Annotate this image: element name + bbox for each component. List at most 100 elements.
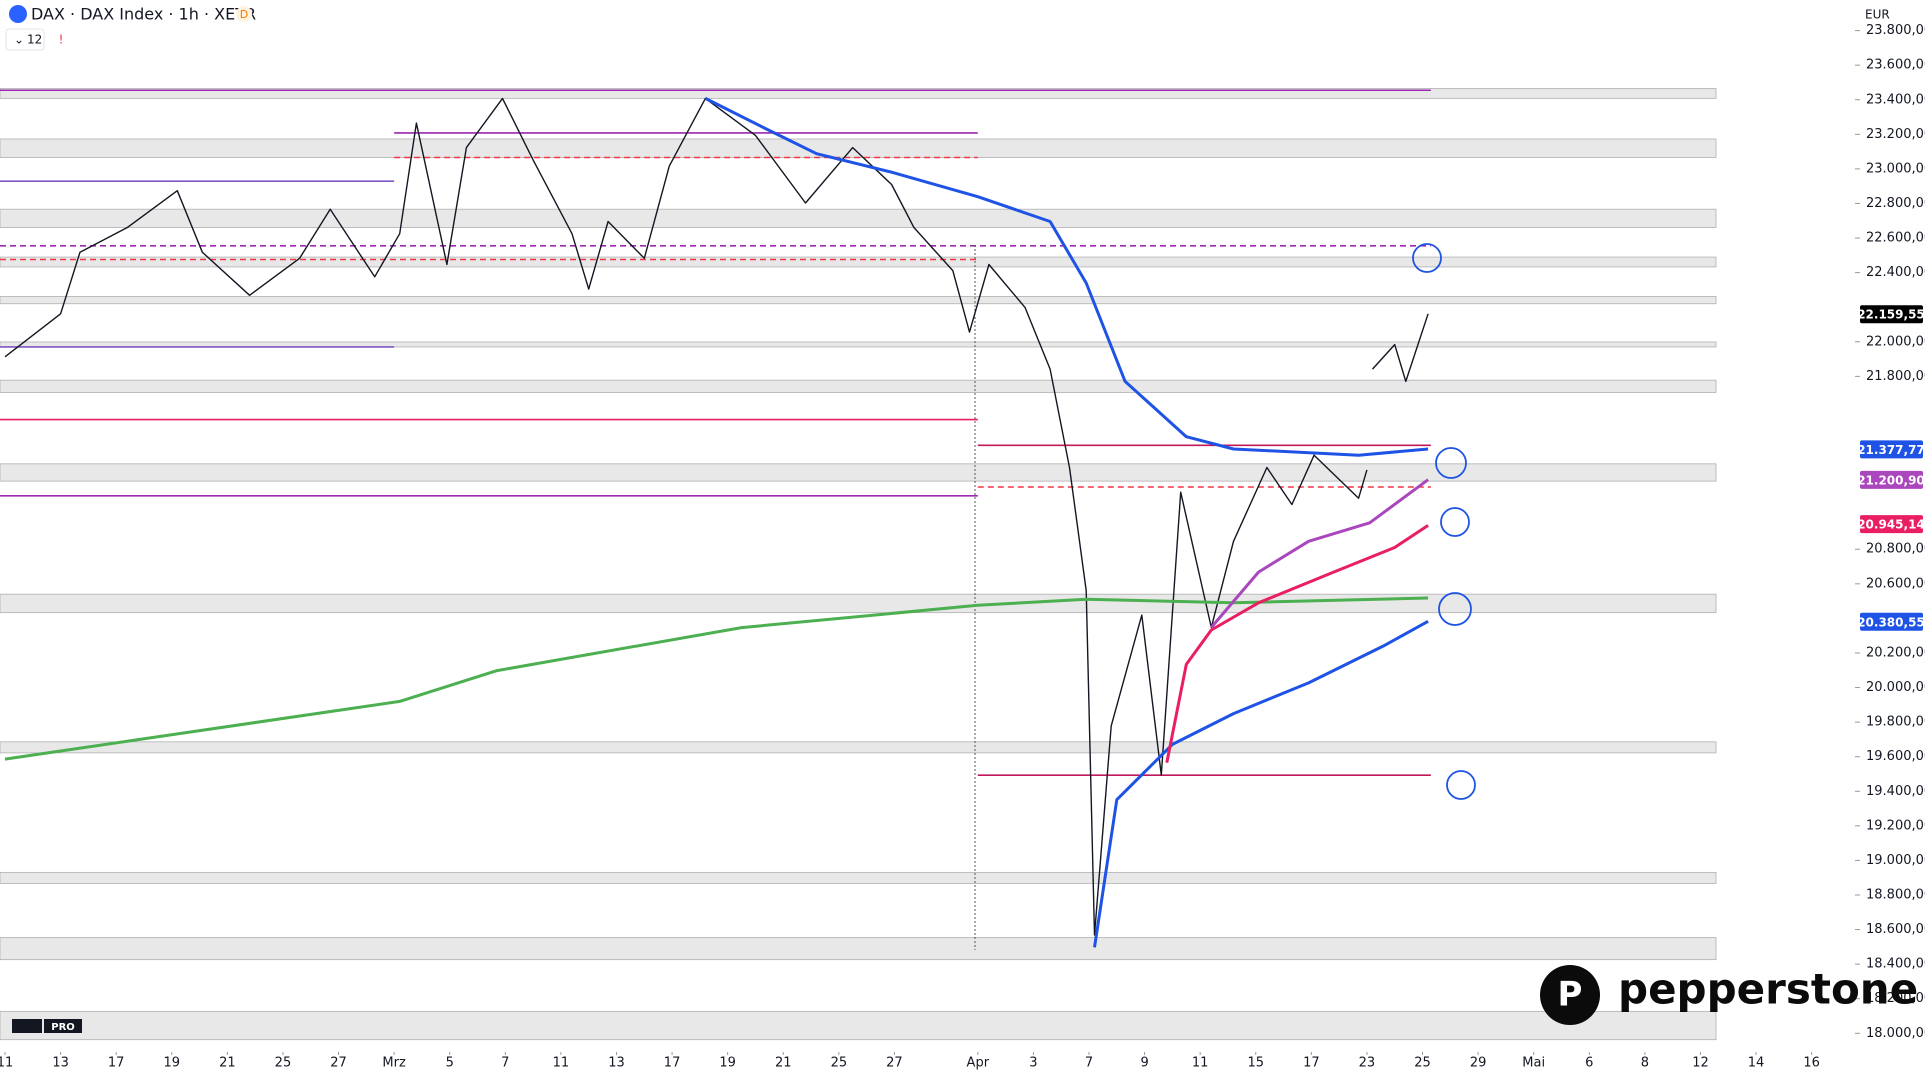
warning: !: [59, 33, 64, 47]
y-tick-label: 18.200,00: [1866, 991, 1925, 1006]
y-tick-label: 18.000,00: [1866, 1026, 1925, 1041]
x-axis: 11 13 17 19 21 25 27 Mrz 5 7 11 13 17 19 21 25 27 Apr 3 7 9 1…: [0, 1052, 1820, 1071]
brand: P pepperstone PRO: [12, 965, 1918, 1033]
series-line: [1165, 524, 1429, 763]
price-tag-label: 22.159,55: [1857, 308, 1925, 322]
y-tick-label: 20.600,00: [1866, 576, 1925, 591]
x-tick-label: 25: [831, 1056, 848, 1071]
zone: [0, 208, 1717, 228]
series-line: [4, 596, 1429, 761]
y-tick-label: 23.400,00: [1866, 92, 1925, 107]
series-line: [1093, 619, 1429, 948]
y-tick-label: 20.800,00: [1866, 542, 1925, 557]
x-tick-label: Mrz: [382, 1056, 406, 1071]
x-tick-label: 21: [775, 1056, 792, 1071]
x-tick-label: 17: [664, 1056, 681, 1071]
x-tick-label: 19: [719, 1056, 736, 1071]
circle: [1438, 592, 1472, 626]
price-tag: [1860, 470, 1923, 489]
zone: [0, 341, 1717, 348]
y-tick-label: 22.600,00: [1866, 231, 1925, 246]
zone: [0, 871, 1717, 884]
x-tick-label: 6: [1585, 1056, 1593, 1071]
price-tag-label: 21.200,90: [1857, 473, 1925, 487]
x-tick-label: 15: [1247, 1056, 1264, 1071]
y-tick-label: 23.600,00: [1866, 58, 1925, 73]
y-tick-label: 19.200,00: [1866, 818, 1925, 833]
price-tag-label: 21.377,77: [1857, 443, 1925, 457]
x-tick-label: 7: [501, 1056, 509, 1071]
zone: [0, 256, 1717, 268]
x-tick-label: 5: [446, 1056, 454, 1071]
x-tick-label: 25: [1414, 1056, 1431, 1071]
price-tag-label: 20.380,55: [1857, 615, 1925, 629]
series-line: [704, 97, 1429, 457]
price-tag: [1860, 515, 1923, 534]
zone: [0, 741, 1717, 754]
x-tick-label: 11: [1192, 1056, 1209, 1071]
x-tick-label: 13: [52, 1056, 69, 1071]
x-tick-label: 25: [275, 1056, 292, 1071]
tv-badge: PRO: [51, 1022, 75, 1033]
y-tick-label: 18.600,00: [1866, 922, 1925, 937]
currency[interactable]: EUR: [1865, 8, 1890, 22]
y-tick-label: 23.800,00: [1866, 23, 1925, 38]
circle: [1440, 507, 1470, 537]
circle: [1446, 770, 1476, 800]
y-tick-label: 19.400,00: [1866, 784, 1925, 799]
y-tick-label: 20.000,00: [1866, 680, 1925, 695]
zone: [0, 296, 1717, 305]
zone: [0, 138, 1717, 158]
brand-icon-p: P: [1558, 975, 1583, 1015]
x-tick-label: 3: [1029, 1056, 1037, 1071]
x-tick-label: 29: [1470, 1056, 1487, 1071]
tv-logo: [12, 1019, 42, 1033]
y-tick-label: 20.200,00: [1866, 645, 1925, 660]
annotation-circles: [1412, 243, 1476, 800]
toggle-chevron: ⌄: [14, 33, 24, 47]
header: DAX · DAX Index · 1h · XETR D ⌄ 12 ! EUR: [5, 5, 1890, 51]
zone: [0, 937, 1717, 961]
price-tag: [1860, 305, 1923, 324]
x-tick-label: 11: [553, 1056, 570, 1071]
price-tag: [1860, 440, 1923, 459]
y-tick-label: 19.000,00: [1866, 853, 1925, 868]
price-tag-label: 20.945,14: [1857, 518, 1925, 532]
zone: [0, 379, 1717, 393]
x-tick-label: 14: [1748, 1056, 1765, 1071]
series-line: [4, 97, 1429, 936]
circle: [1435, 447, 1467, 479]
y-tick-label: 19.600,00: [1866, 749, 1925, 764]
x-tick-label: 11: [0, 1056, 13, 1071]
y-tick-label: 23.200,00: [1866, 127, 1925, 142]
indicator-count: 12: [27, 33, 42, 47]
x-tick-label: Mai: [1522, 1056, 1545, 1071]
series-line: [1210, 478, 1429, 629]
x-tick-label: 12: [1692, 1056, 1709, 1071]
x-tick-label: 27: [886, 1056, 903, 1071]
y-tick-label: 22.800,00: [1866, 196, 1925, 211]
y-tick-label: 22.000,00: [1866, 334, 1925, 349]
zones: [0, 88, 1717, 1041]
x-tick-label: 17: [108, 1056, 125, 1071]
interval-badge: D: [240, 8, 248, 21]
x-tick-label: 27: [330, 1056, 347, 1071]
x-tick-label: 8: [1641, 1056, 1649, 1071]
x-tick-label: 17: [1303, 1056, 1320, 1071]
circle: [1412, 243, 1442, 273]
y-tick-label: 23.000,00: [1866, 161, 1925, 176]
tv-badge-bg: [44, 1019, 82, 1033]
y-axis: 18.000,00 18.200,00 18.400,00 18.600,00 18.8…: [1855, 23, 1925, 1041]
x-tick-label: 19: [163, 1056, 180, 1071]
brand-icon: [1540, 965, 1600, 1025]
y-tick-label: 19.800,00: [1866, 715, 1925, 730]
y-tick-label: 18.400,00: [1866, 957, 1925, 972]
x-tick-label: 21: [219, 1056, 236, 1071]
x-tick-label: Apr: [967, 1056, 990, 1071]
symbol-title: DAX · DAX Index · 1h · XETR: [31, 5, 256, 24]
brand-name: pepperstone: [1618, 965, 1918, 1014]
indicator-toggle[interactable]: [5, 28, 45, 51]
x-tick-label: 7: [1085, 1056, 1093, 1071]
series: [4, 97, 1429, 948]
